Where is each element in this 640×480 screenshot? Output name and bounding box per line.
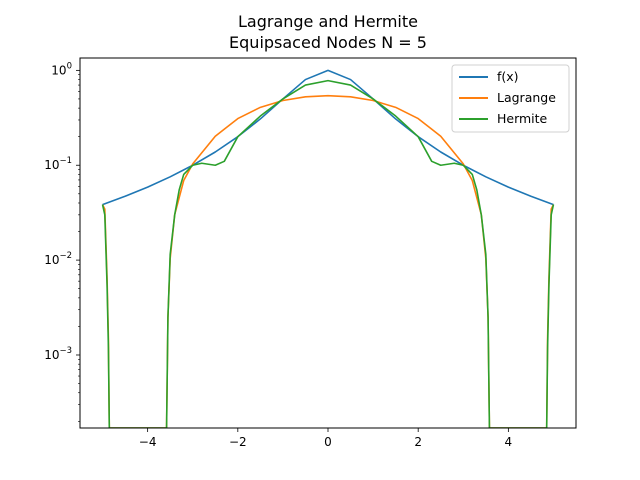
x-tick-label: 0	[324, 435, 332, 449]
series-line-0	[102, 69, 554, 206]
legend-label: Lagrange	[497, 90, 556, 105]
x-axis: −4 −2 0 2 4	[139, 428, 512, 449]
x-tick-label: 4	[505, 435, 513, 449]
series-layer	[101, 69, 555, 428]
x-tick-label: −4	[139, 435, 157, 449]
x-tick-label: −2	[229, 435, 247, 449]
legend-label: f(x)	[497, 69, 519, 84]
legend-label: Hermite	[497, 111, 548, 126]
chart-title: Lagrange and Hermite	[238, 12, 418, 31]
legend-box	[451, 64, 570, 133]
legend: f(x) Lagrange Hermite	[451, 64, 570, 133]
x-tick-label: 2	[414, 435, 422, 449]
plot-frame	[79, 57, 577, 429]
series-line-2	[101, 79, 555, 428]
chart-subtitle: Equipsaced Nodes N = 5	[229, 33, 427, 52]
